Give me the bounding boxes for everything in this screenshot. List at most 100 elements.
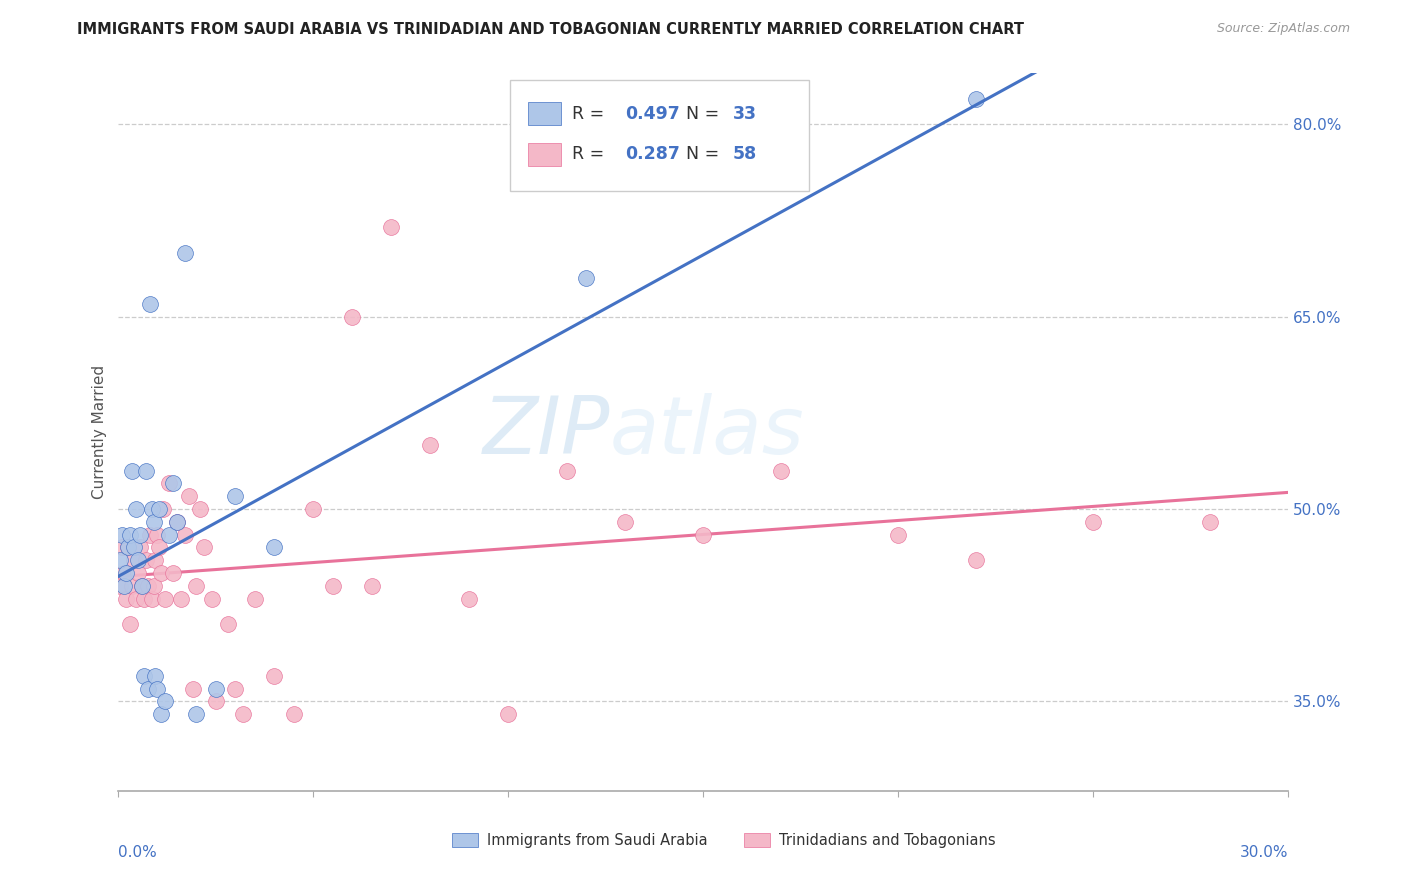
Point	[173, 245, 195, 260]
Text: 33: 33	[733, 105, 756, 123]
Bar	[527, 143, 561, 166]
Point	[458, 591, 481, 606]
Point	[361, 579, 384, 593]
Point	[111, 527, 134, 541]
Text: IMMIGRANTS FROM SAUDI ARABIA VS TRINIDADIAN AND TOBAGONIAN CURRENTLY MARRIED COR: IMMIGRANTS FROM SAUDI ARABIA VS TRINIDAD…	[77, 22, 1025, 37]
Point	[243, 591, 266, 606]
Point	[173, 527, 195, 541]
Point	[162, 566, 184, 581]
Bar	[744, 833, 770, 847]
Point	[142, 579, 165, 593]
Text: 0.497: 0.497	[626, 105, 679, 123]
Point	[302, 502, 325, 516]
Point	[575, 271, 598, 285]
Point	[145, 553, 167, 567]
Point	[166, 515, 188, 529]
Point	[136, 579, 159, 593]
Point	[128, 527, 150, 541]
Point	[224, 681, 246, 696]
Point	[1199, 515, 1222, 529]
Point	[217, 617, 239, 632]
Point	[141, 502, 163, 516]
Point	[125, 591, 148, 606]
Text: 58: 58	[733, 145, 756, 163]
Point	[115, 591, 138, 606]
Point	[112, 566, 135, 581]
Point	[965, 553, 987, 567]
Text: 0.0%: 0.0%	[118, 845, 157, 860]
Point	[131, 579, 153, 593]
Point	[135, 553, 157, 567]
Point	[263, 669, 285, 683]
Point	[120, 617, 142, 632]
Point	[121, 579, 143, 593]
Point	[127, 566, 149, 581]
Point	[117, 541, 139, 555]
Point	[138, 297, 160, 311]
Point	[125, 502, 148, 516]
Text: 30.0%: 30.0%	[1240, 845, 1288, 860]
Text: N =: N =	[686, 145, 724, 163]
Point	[186, 707, 208, 722]
Point	[322, 579, 344, 593]
Point	[152, 502, 174, 516]
Point	[887, 527, 910, 541]
Point	[121, 464, 143, 478]
Text: Trinidadians and Tobagonians: Trinidadians and Tobagonians	[779, 832, 995, 847]
Point	[131, 579, 153, 593]
Point	[498, 707, 520, 722]
Point	[1083, 515, 1105, 529]
Point	[112, 579, 135, 593]
Point	[142, 515, 165, 529]
Point	[148, 541, 170, 555]
Point	[120, 527, 142, 541]
Text: Source: ZipAtlas.com: Source: ZipAtlas.com	[1216, 22, 1350, 36]
Text: N =: N =	[686, 105, 724, 123]
Point	[148, 502, 170, 516]
Point	[555, 464, 578, 478]
Point	[150, 707, 173, 722]
Text: R =: R =	[572, 145, 610, 163]
Point	[181, 681, 204, 696]
Text: Immigrants from Saudi Arabia: Immigrants from Saudi Arabia	[486, 832, 707, 847]
Point	[263, 541, 285, 555]
Point	[157, 476, 180, 491]
Point	[155, 694, 177, 708]
Point	[965, 92, 987, 106]
Point	[110, 553, 132, 567]
Bar	[527, 103, 561, 126]
Point	[193, 541, 215, 555]
Point	[170, 591, 193, 606]
Point	[150, 566, 173, 581]
Point	[692, 527, 714, 541]
Text: 0.287: 0.287	[626, 145, 681, 163]
Point	[115, 566, 138, 581]
Point	[205, 681, 228, 696]
Y-axis label: Currently Married: Currently Married	[93, 365, 107, 500]
Point	[188, 502, 211, 516]
Point	[135, 464, 157, 478]
Point	[145, 669, 167, 683]
Point	[132, 669, 155, 683]
Text: R =: R =	[572, 105, 610, 123]
Point	[141, 591, 163, 606]
Point	[614, 515, 637, 529]
Point	[201, 591, 224, 606]
Point	[186, 579, 208, 593]
Point	[162, 476, 184, 491]
Point	[419, 438, 441, 452]
Point	[283, 707, 305, 722]
Point	[117, 541, 139, 555]
Point	[146, 527, 169, 541]
Point	[224, 489, 246, 503]
Text: ZIP: ZIP	[482, 393, 610, 471]
Point	[205, 694, 228, 708]
Point	[342, 310, 364, 324]
Point	[232, 707, 254, 722]
Bar	[451, 833, 478, 847]
Point	[380, 219, 402, 234]
Point	[122, 553, 145, 567]
Point	[177, 489, 200, 503]
Point	[166, 515, 188, 529]
Point	[770, 464, 793, 478]
